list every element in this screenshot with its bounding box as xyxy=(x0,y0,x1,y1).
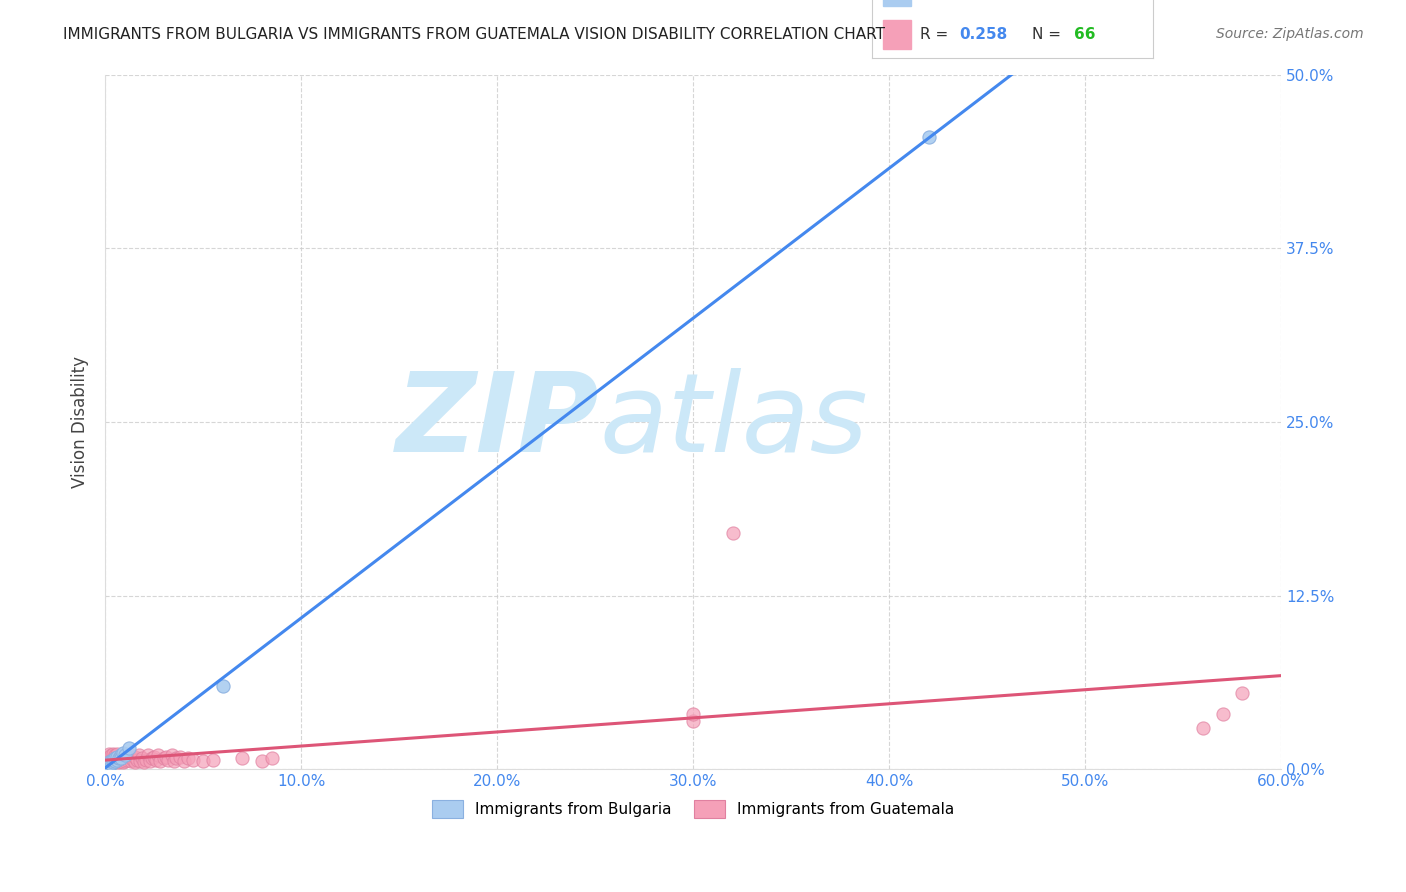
Point xyxy=(100,756,122,771)
Point xyxy=(1212,706,1234,721)
Text: N =: N = xyxy=(1032,27,1066,42)
Point xyxy=(101,754,124,768)
Point xyxy=(146,748,169,763)
Point xyxy=(104,753,127,767)
Point xyxy=(101,747,124,761)
Point xyxy=(120,754,142,768)
Bar xyxy=(883,0,911,6)
Point xyxy=(129,754,152,768)
Point xyxy=(128,748,150,763)
Point xyxy=(98,747,121,761)
Point xyxy=(101,753,124,767)
Point xyxy=(96,751,118,765)
Point xyxy=(105,749,128,764)
Point xyxy=(96,756,118,770)
Point xyxy=(682,714,704,728)
Point xyxy=(111,751,134,765)
Point xyxy=(163,754,186,768)
Point xyxy=(121,753,143,767)
Point xyxy=(100,756,122,770)
Point xyxy=(105,747,128,761)
Bar xyxy=(883,20,911,49)
Point xyxy=(176,751,198,765)
Point xyxy=(169,749,191,764)
Point xyxy=(104,756,127,770)
Point xyxy=(149,754,172,768)
Point xyxy=(153,751,176,765)
Point xyxy=(173,754,195,768)
Point xyxy=(120,748,142,763)
Text: ZIP: ZIP xyxy=(395,368,599,475)
Point xyxy=(131,751,153,765)
Point xyxy=(260,751,283,765)
Point xyxy=(1230,686,1253,700)
Point xyxy=(138,748,160,763)
Point xyxy=(250,754,273,768)
Point xyxy=(183,753,205,767)
Point xyxy=(96,759,118,773)
Point xyxy=(917,130,939,145)
Point xyxy=(105,751,128,765)
Point xyxy=(108,751,131,765)
Point xyxy=(108,756,131,770)
Point xyxy=(721,526,744,541)
Text: 0.258: 0.258 xyxy=(959,27,1007,42)
Point xyxy=(114,754,136,768)
Point xyxy=(108,751,131,765)
Point xyxy=(111,756,134,770)
Point xyxy=(124,756,146,770)
Point xyxy=(1192,721,1215,735)
Point xyxy=(141,751,163,765)
Point xyxy=(135,753,157,767)
Point xyxy=(156,753,179,767)
Point xyxy=(110,751,132,765)
Point xyxy=(111,746,134,760)
Point xyxy=(114,748,136,763)
Point xyxy=(98,758,121,772)
Point xyxy=(98,756,121,770)
Point xyxy=(160,748,183,763)
Point xyxy=(100,754,122,768)
Point xyxy=(231,751,253,765)
Point xyxy=(682,706,704,721)
Point xyxy=(104,748,127,763)
Y-axis label: Vision Disability: Vision Disability xyxy=(72,356,89,488)
Point xyxy=(110,748,132,763)
Point xyxy=(115,753,138,767)
Point xyxy=(134,756,156,770)
Point xyxy=(143,749,166,764)
Text: 66: 66 xyxy=(1074,27,1095,42)
Point xyxy=(98,754,121,768)
Point xyxy=(202,753,225,767)
Point xyxy=(193,754,215,768)
Point xyxy=(211,679,233,693)
Point xyxy=(125,753,148,767)
Point xyxy=(100,753,122,767)
Point xyxy=(118,749,141,764)
Point xyxy=(124,749,146,764)
Text: IMMIGRANTS FROM BULGARIA VS IMMIGRANTS FROM GUATEMALA VISION DISABILITY CORRELAT: IMMIGRANTS FROM BULGARIA VS IMMIGRANTS F… xyxy=(63,27,886,42)
Point xyxy=(139,754,162,768)
Point xyxy=(110,749,132,764)
Point xyxy=(101,756,124,770)
Point xyxy=(104,751,127,765)
Text: R =: R = xyxy=(920,27,953,42)
Point xyxy=(100,748,122,763)
Point xyxy=(105,753,128,767)
Point xyxy=(105,754,128,768)
Point xyxy=(104,754,127,768)
Point xyxy=(101,751,124,765)
Point xyxy=(98,749,121,764)
Point xyxy=(165,751,187,765)
Point xyxy=(114,748,136,763)
Text: atlas: atlas xyxy=(599,368,868,475)
Point xyxy=(155,749,177,764)
Point xyxy=(118,741,141,756)
Text: Source: ZipAtlas.com: Source: ZipAtlas.com xyxy=(1216,27,1364,41)
Point xyxy=(145,753,167,767)
Legend: Immigrants from Bulgaria, Immigrants from Guatemala: Immigrants from Bulgaria, Immigrants fro… xyxy=(426,795,960,824)
Point xyxy=(110,754,132,768)
